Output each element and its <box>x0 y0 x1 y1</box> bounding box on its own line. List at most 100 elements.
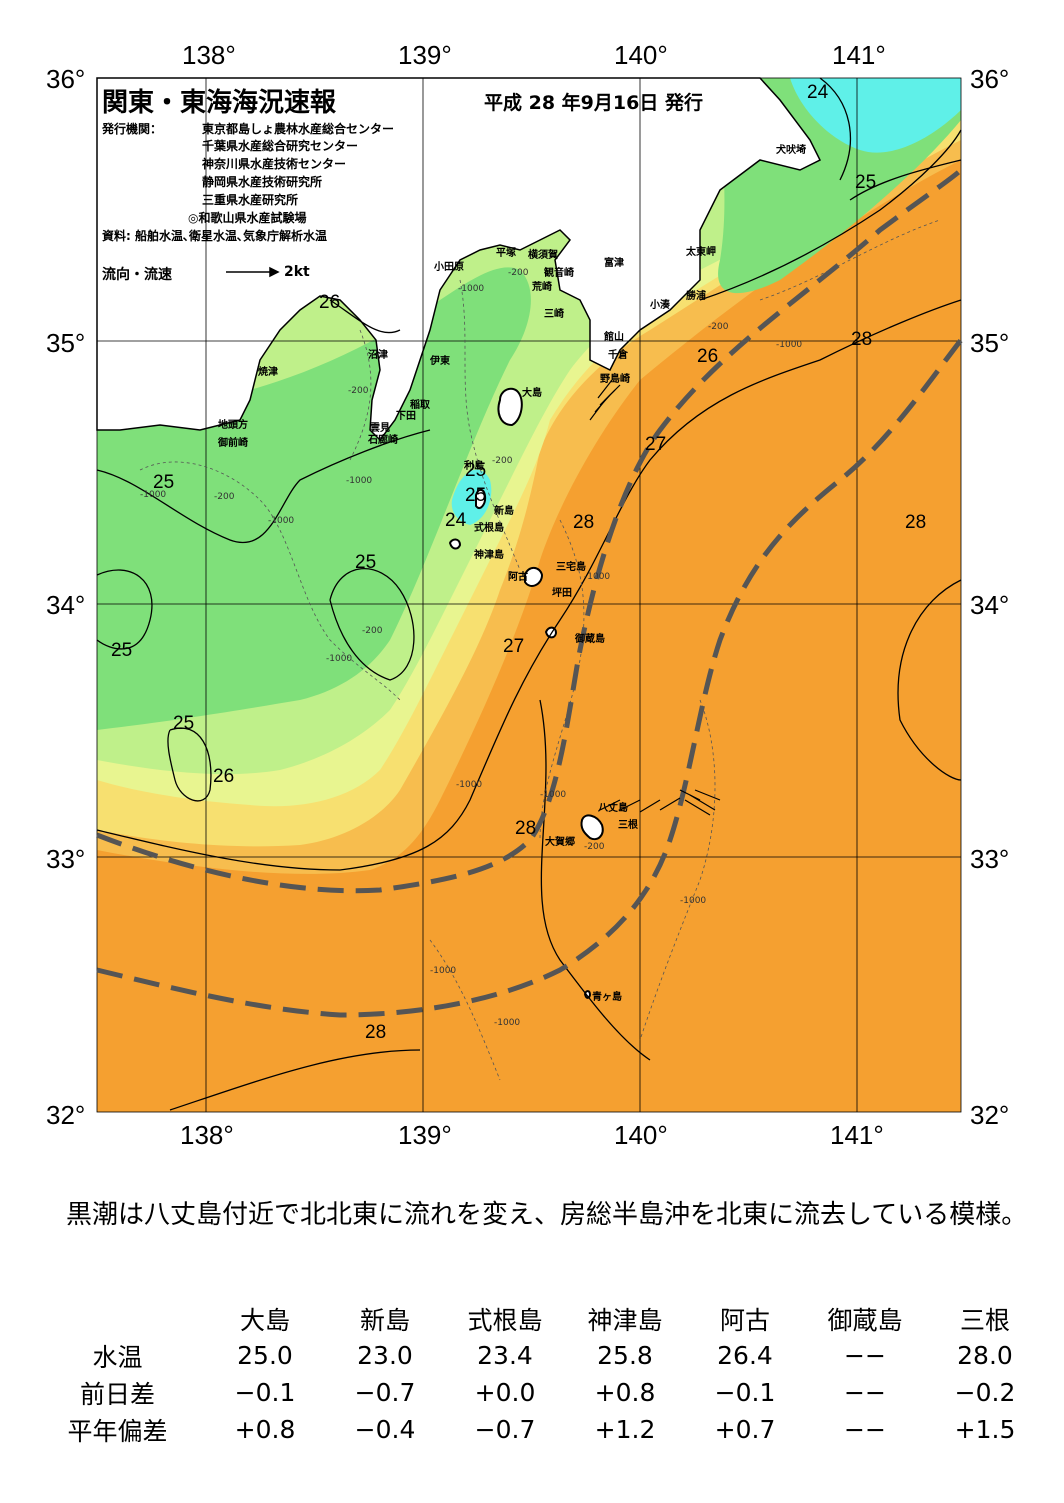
lat-tick-left-35: 35° <box>46 328 86 358</box>
depth-label: -1000 <box>140 490 167 500</box>
place-label: 下田 <box>396 411 416 422</box>
lat-tick-left-33: 33° <box>46 844 86 874</box>
place-label: 館山 <box>604 332 624 343</box>
place-label: 沼津 <box>368 350 388 361</box>
publisher-label: 発行機関： <box>102 122 163 136</box>
graticule <box>96 77 962 1113</box>
table-cell: −0.2 <box>954 1378 1016 1407</box>
place-label: 三崎 <box>544 309 564 320</box>
place-label: 式根島 <box>474 523 504 534</box>
place-label: 新島 <box>494 506 514 517</box>
island-miyakejima <box>524 566 544 587</box>
table-cell: −− <box>844 1415 886 1444</box>
place-label: 坪田 <box>552 588 572 599</box>
situation-comment: 黒潮は八丈島付近で北北東に流れを変え、房総半島沖を北東に流去している模様。 <box>40 1200 1028 1230</box>
depth-label: -200 <box>214 492 235 502</box>
depth-contours <box>139 219 941 1081</box>
table-cell: +0.0 <box>474 1378 536 1407</box>
publisher-org: 神奈川県水産技術センター <box>202 157 347 171</box>
lat-tick-right-35: 35° <box>970 328 1010 358</box>
publisher-org: 千葉県水産総合研究センター <box>202 139 359 153</box>
column-header: 三根 <box>959 1305 1010 1335</box>
place-label: 神津島 <box>474 550 504 561</box>
place-label: 大賀郷 <box>545 837 575 848</box>
isotherm-label: 25 <box>111 640 133 661</box>
row-header: 前日差 <box>79 1379 155 1409</box>
place-label: 観音崎 <box>544 268 574 279</box>
column-header: 神津島 <box>587 1305 663 1335</box>
zone-cyan-north <box>790 78 961 153</box>
place-label: 三宅島 <box>556 562 586 573</box>
place-label: 野島崎 <box>600 374 630 385</box>
island-hachijojima <box>580 814 604 841</box>
isotherm-label: 28 <box>851 329 873 350</box>
depth-label: -200 <box>362 626 383 636</box>
place-label: 稲取 <box>410 400 430 411</box>
isotherm-label: 24 <box>807 82 829 103</box>
place-label: 太東岬 <box>686 247 716 258</box>
isotherm-label: 28 <box>515 818 537 839</box>
column-header: 式根島 <box>467 1305 543 1335</box>
place-label: 利島 <box>464 461 484 472</box>
depth-label: -1000 <box>680 896 707 906</box>
lon-tick-bottom-140: 140° <box>614 1120 668 1150</box>
table-cell: −0.1 <box>234 1378 296 1407</box>
table-cell: 23.4 <box>477 1341 533 1370</box>
lon-tick-bottom-141: 141° <box>830 1120 884 1150</box>
place-label: 富津 <box>604 258 624 269</box>
depth-label: -1000 <box>494 1018 521 1028</box>
place-label: 犬吠埼 <box>776 145 806 156</box>
table-cell: +0.7 <box>714 1415 776 1444</box>
depth-label: -1000 <box>326 654 353 664</box>
depth-label: -1000 <box>456 780 483 790</box>
place-label: 平塚 <box>496 248 516 259</box>
publisher-org: 三重県水産研究所 <box>202 193 299 207</box>
place-label: 伊東 <box>430 356 450 367</box>
isotherms <box>96 77 962 1111</box>
table-cell: 28.0 <box>957 1341 1013 1370</box>
isotherm-label: 28 <box>365 1022 387 1043</box>
place-label: 大島 <box>522 388 542 399</box>
isotherm-label: 26 <box>319 292 341 313</box>
lon-tick-top-139: 139° <box>398 40 452 70</box>
table-cell: −0.4 <box>354 1415 416 1444</box>
place-label: 小湊 <box>650 300 670 311</box>
legend-arrow <box>226 266 280 278</box>
isotherm-label: 25 <box>173 713 195 734</box>
zone-green <box>97 267 531 730</box>
publisher-org: 静岡県水産技術研究所 <box>202 175 323 189</box>
lon-tick-bottom-138: 138° <box>180 1120 234 1150</box>
depth-label: -1000 <box>540 790 567 800</box>
isotherm-label: 24 <box>445 510 467 531</box>
lat-tick-right-33: 33° <box>970 844 1010 874</box>
place-label: 阿古 <box>508 572 528 583</box>
depth-label: -200 <box>508 268 529 278</box>
isotherm-label: 28 <box>905 512 927 533</box>
issue-date: 平成 28 年9月16日 発行 <box>484 92 703 114</box>
lat-tick-right-32: 32° <box>970 1100 1010 1130</box>
place-label: 石廊崎 <box>368 435 398 446</box>
isotherm-label: 25 <box>465 485 487 506</box>
table-cell: −− <box>844 1341 886 1370</box>
flow-legend-speed: 2kt <box>284 264 310 280</box>
lat-tick-right-36: 36° <box>970 64 1010 94</box>
place-label: 青ヶ島 <box>592 992 622 1003</box>
table-cell: +1.5 <box>954 1415 1016 1444</box>
lon-tick-top-138: 138° <box>182 40 236 70</box>
place-label: 地頭方 <box>218 420 248 431</box>
place-label: 小田原 <box>434 262 464 273</box>
column-header: 御蔵島 <box>827 1305 903 1335</box>
isotherm-label: 25 <box>153 472 175 493</box>
lat-tick-right-34: 34° <box>970 590 1010 620</box>
isotherm-label: 25 <box>855 172 877 193</box>
isotherm-label: 26 <box>213 766 235 787</box>
depth-label: -200 <box>492 456 513 466</box>
isotherm-label: 25 <box>465 460 487 481</box>
island-kozushima <box>448 538 462 550</box>
isotherm-label: 27 <box>645 434 667 455</box>
island-aogashima <box>583 990 592 999</box>
table-cell: −0.7 <box>354 1378 416 1407</box>
data-sources: 資料: 船舶水温､衛星水温､気象庁解析水温 <box>102 229 327 243</box>
place-label: 御蔵島 <box>575 634 605 645</box>
